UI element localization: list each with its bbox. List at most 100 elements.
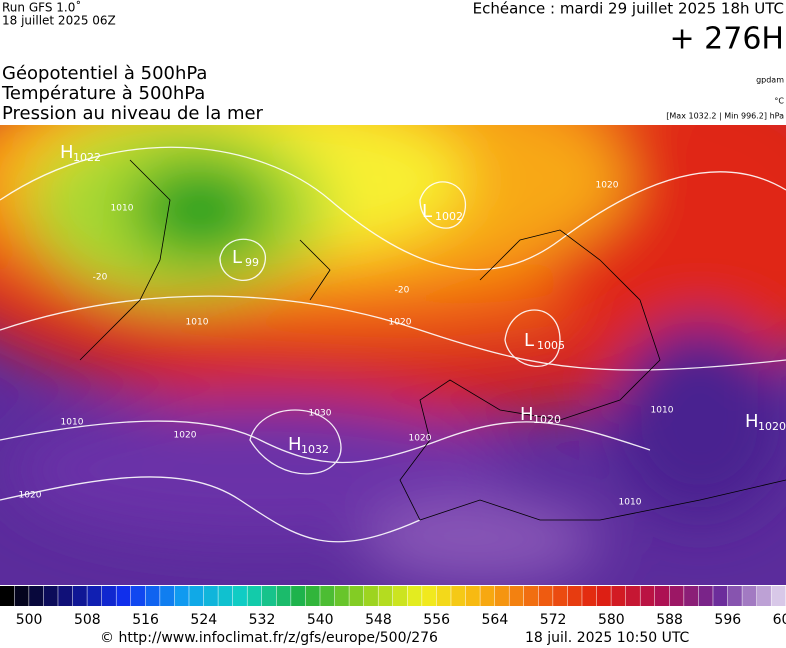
- contour-label: 1010: [619, 498, 642, 508]
- scale-swatch: [131, 586, 146, 606]
- scale-label: 540: [307, 612, 334, 628]
- scale-label: 532: [249, 612, 276, 628]
- color-scale: 500 508 516 524 532 540 548 556 564 572 580 588 596 6…: [0, 586, 786, 628]
- scale-swatch: [393, 586, 408, 606]
- scale-label: 500: [16, 612, 43, 628]
- scale-swatch: [87, 586, 102, 606]
- offset: + 276H: [670, 22, 785, 57]
- scale-swatch: [625, 586, 640, 606]
- run: Run GFS 1.0˚: [2, 0, 81, 15]
- center-kind: H: [745, 411, 759, 432]
- scale-swatch: [713, 586, 728, 606]
- scale-swatch: [567, 586, 582, 606]
- scale-swatch: [43, 586, 58, 606]
- run-date: 18 juillet 2025 06Z: [2, 14, 116, 28]
- contour-label: 1010: [111, 204, 134, 214]
- scale-swatch: [742, 586, 757, 606]
- scale-swatch: [436, 586, 451, 606]
- scale-swatch: [698, 586, 713, 606]
- scale-swatch: [262, 586, 277, 606]
- scale-label: 580: [598, 612, 625, 628]
- center-value: 1020: [533, 413, 561, 426]
- contour-label: 1020: [174, 431, 197, 441]
- scale-swatch: [465, 586, 480, 606]
- generated: 18 juil. 2025 10:50 UTC: [525, 630, 690, 646]
- contour-label: 1030: [309, 409, 332, 419]
- contour-label: -20: [93, 273, 108, 283]
- scale-swatch: [407, 586, 422, 606]
- scale-swatch: [320, 586, 335, 606]
- scale-swatch: [451, 586, 466, 606]
- scale-swatch: [378, 586, 393, 606]
- unit: °C: [774, 97, 784, 106]
- scale-swatch: [611, 586, 626, 606]
- scale-swatch: [189, 586, 204, 606]
- scale-swatch: [582, 586, 597, 606]
- scale-swatch: [334, 586, 349, 606]
- scale-label: 508: [74, 612, 101, 628]
- center-kind: H: [60, 142, 74, 163]
- scale-label: 524: [190, 612, 217, 628]
- scale-label: 604: [773, 612, 786, 628]
- scale-swatch: [494, 586, 509, 606]
- contour-label: 1010: [186, 318, 209, 328]
- scale-swatch: [218, 586, 233, 606]
- center-value: 1032: [301, 443, 329, 456]
- scale-swatch: [160, 586, 175, 606]
- center-value: 1002: [435, 210, 463, 223]
- scale-label: 516: [132, 612, 159, 628]
- scale-swatch: [771, 586, 786, 606]
- center-kind: H: [520, 404, 534, 425]
- scale-swatch: [640, 586, 655, 606]
- scale-swatch: [727, 586, 742, 606]
- scale-swatch: [305, 586, 320, 606]
- contour-label: 1020: [389, 318, 412, 328]
- scale-swatch: [480, 586, 495, 606]
- scale-swatch: [422, 586, 437, 606]
- scale-swatch: [596, 586, 611, 606]
- scale-swatch: [72, 586, 87, 606]
- scale-label: 596: [714, 612, 741, 628]
- unit: [Max 1032.2 | Min 996.2] hPa: [666, 112, 784, 121]
- contour-label: 1010: [651, 406, 674, 416]
- center-value: 1005: [537, 339, 565, 352]
- scale-swatch: [538, 586, 553, 606]
- layer: Géopotentiel à 500hPa: [2, 63, 207, 84]
- scale-swatch: [14, 586, 29, 606]
- layer: Pression au niveau de la mer: [2, 103, 264, 124]
- scale-label: 556: [423, 612, 450, 628]
- scale-swatch: [524, 586, 539, 606]
- center-kind: L: [232, 247, 242, 268]
- echeance: Echéance : mardi 29 juillet 2025 18h UTC: [473, 0, 784, 18]
- scale-swatch: [291, 586, 306, 606]
- scale-swatch: [655, 586, 670, 606]
- scale-swatch: [756, 586, 771, 606]
- contour-label: 1020: [19, 491, 42, 501]
- unit: gpdam: [756, 76, 784, 85]
- scale-swatch: [29, 586, 44, 606]
- contour-label: 1020: [409, 434, 432, 444]
- scale-swatch: [509, 586, 524, 606]
- scale-swatch: [363, 586, 378, 606]
- scale-swatch: [276, 586, 291, 606]
- center-value: 1022: [73, 151, 101, 164]
- scale-swatch: [203, 586, 218, 606]
- center-value: 99: [245, 256, 259, 269]
- center-kind: H: [288, 434, 302, 455]
- scale-label: 564: [482, 612, 509, 628]
- scale-swatch: [116, 586, 131, 606]
- contour-label: 1010: [61, 418, 84, 428]
- layer: Température à 500hPa: [1, 83, 205, 104]
- scale-swatch: [684, 586, 699, 606]
- center-value: 1020: [758, 420, 786, 433]
- contour-label: 1020: [596, 181, 619, 191]
- scale-swatch: [145, 586, 160, 606]
- scale-swatch: [58, 586, 73, 606]
- center-kind: L: [422, 201, 432, 222]
- scale-swatch: [669, 586, 684, 606]
- scale-swatch: [247, 586, 262, 606]
- scale-label: 572: [540, 612, 567, 628]
- source: © http://www.infoclimat.fr/z/gfs/europe/…: [100, 630, 438, 646]
- scale-swatch: [349, 586, 364, 606]
